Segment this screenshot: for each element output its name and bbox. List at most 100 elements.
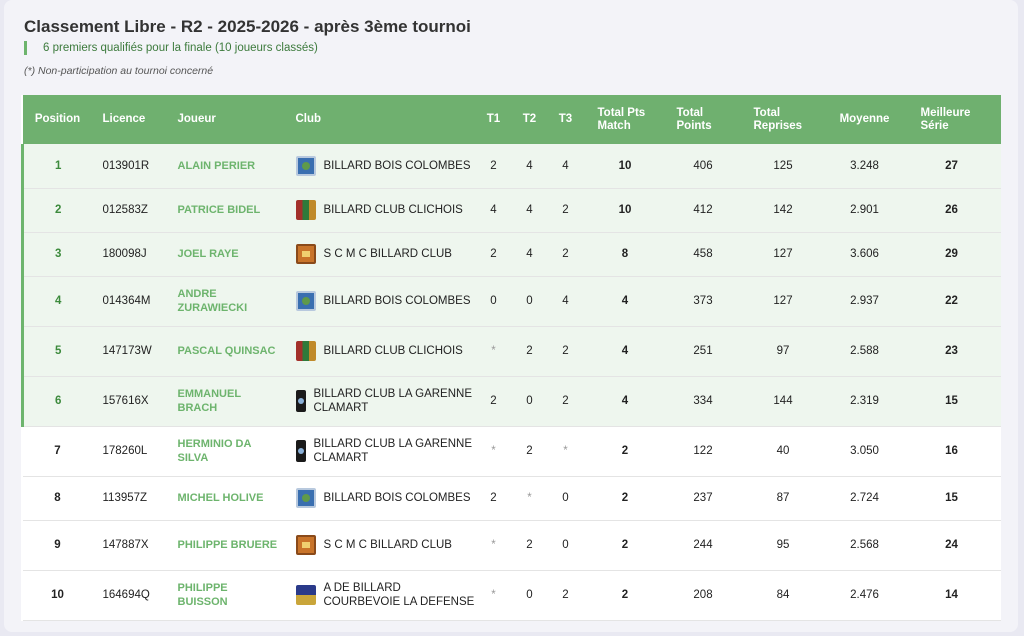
player-name-link[interactable]: PHILIPPE BRUERE [177, 539, 278, 551]
moyenne-cell: 2.588 [850, 345, 879, 357]
total-reprises-cell: 84 [776, 589, 790, 601]
bbc-logo-icon [295, 155, 316, 176]
bbc-logo-icon [295, 488, 316, 508]
club-name: S C M C BILLARD CLUB [323, 248, 452, 260]
licence-cell: 147173W [102, 345, 152, 357]
meilleure-serie-cell: 14 [945, 589, 958, 601]
licence-cell: 113957Z [102, 492, 148, 504]
bclg-logo-icon [295, 390, 306, 412]
table-row[interactable]: 2 012583Z PATRICE BIDEL BILLARD CLUB CLICHO… [21, 188, 1001, 232]
club-cell: BILLARD CLUB LA GARENNE CLAMART [286, 426, 476, 476]
header-t3[interactable]: T3 [558, 113, 573, 125]
position-cell: 9 [54, 539, 61, 551]
player-name-link[interactable]: PASCAL QUINSAC [177, 345, 276, 357]
moyenne-cell: 3.606 [850, 248, 879, 260]
total-points-cell: 406 [693, 159, 713, 172]
total-pts-match-cell: 2 [621, 589, 629, 601]
club-name: BILLARD CLUB CLICHOIS [323, 204, 463, 216]
total-pts-match-cell: 4 [621, 395, 629, 407]
header-club[interactable]: Club [295, 113, 322, 125]
player-name-link[interactable]: PHILIPPE BUISSON [177, 582, 228, 608]
player-name-link[interactable]: PATRICE BIDEL [177, 204, 261, 216]
meilleure-serie-cell: 16 [945, 445, 958, 457]
bbc-logo-icon [295, 291, 316, 311]
t1-cell: * [491, 539, 496, 551]
licence-cell: 164694Q [102, 589, 150, 601]
meilleure-serie-cell: 15 [945, 492, 958, 504]
meilleure-serie-cell: 23 [945, 345, 958, 357]
table-row[interactable]: 7 178260L HERMINIO DA SILVA BILLARD CLUB LA… [22, 426, 1001, 476]
total-reprises-cell: 142 [773, 204, 793, 216]
moyenne-cell: 3.248 [850, 159, 879, 172]
header-total-points[interactable]: Total Points [676, 106, 712, 132]
moyenne-cell: 2.724 [850, 492, 879, 504]
total-pts-match-cell: 10 [618, 204, 632, 216]
total-points-cell: 373 [693, 295, 713, 307]
total-points-cell: 237 [693, 492, 713, 504]
t1-cell: 0 [490, 295, 497, 307]
t1-cell: * [491, 589, 496, 601]
total-reprises-cell: 144 [773, 395, 793, 407]
t3-cell: 2 [562, 248, 569, 260]
total-reprises-cell: 125 [773, 159, 793, 172]
licence-cell: 147887X [102, 539, 149, 551]
table-row[interactable]: 9 147887X PHILIPPE BRUERE S C M C BILLARD C… [22, 520, 1001, 570]
club-name: BILLARD CLUB LA GARENNE CLAMART [313, 438, 473, 464]
table-row[interactable]: 3 180098J JOEL RAYE S C M C BILLARD CLUB 2 4 2… [21, 232, 1001, 276]
header-position[interactable]: Position [34, 113, 81, 125]
t1-cell: * [491, 445, 496, 457]
table-row[interactable]: 4 014364M ANDRE ZURAWIECKI BILLARD BOIS COL… [21, 276, 1001, 326]
club-cell: S C M C BILLARD CLUB [286, 232, 476, 276]
bcc-logo-icon [295, 341, 316, 361]
club-name: BILLARD BOIS COLOMBES [323, 492, 471, 504]
total-pts-match-cell: 2 [621, 539, 629, 551]
position-cell: 3 [21, 232, 93, 276]
header-licence[interactable]: Licence [102, 113, 146, 125]
meilleure-serie-cell: 26 [945, 204, 958, 216]
position-cell: 2 [21, 188, 93, 232]
club-name: S C M C BILLARD CLUB [323, 539, 452, 551]
total-points-cell: 208 [693, 589, 713, 601]
table-row[interactable]: 1 013901R ALAIN PERIER BILLARD BOIS COLOMBE… [21, 144, 1001, 188]
t2-cell: 0 [526, 295, 533, 307]
header-total-pts-match[interactable]: Total Pts Match [597, 106, 646, 132]
table-row[interactable]: 8 113957Z MICHEL HOLIVE BILLARD BOIS COLOMB… [22, 476, 1001, 520]
header-joueur[interactable]: Joueur [177, 113, 216, 125]
total-pts-match-cell: 8 [621, 248, 629, 260]
adb-logo-icon [295, 585, 316, 605]
ranking-table-body: 1 013901R ALAIN PERIER BILLARD BOIS COLOMBE… [21, 144, 1001, 620]
player-name-link[interactable]: JOEL RAYE [177, 248, 239, 260]
header-total-reprises[interactable]: Total Reprises [753, 106, 803, 132]
player-name-link[interactable]: MICHEL HOLIVE [177, 492, 264, 504]
t1-cell: 4 [490, 204, 497, 216]
scmc-logo-icon [295, 535, 316, 555]
t1-cell: 2 [490, 248, 497, 260]
t2-cell: * [527, 492, 532, 504]
header-meilleure-serie[interactable]: Meilleure Série [920, 106, 971, 132]
total-points-cell: 122 [693, 445, 713, 457]
total-points-cell: 251 [693, 345, 713, 357]
t1-cell: 2 [490, 492, 497, 504]
licence-cell: 157616X [102, 395, 149, 407]
position-cell: 10 [51, 589, 64, 601]
player-name-link[interactable]: EMMANUEL BRACH [177, 388, 241, 414]
licence-cell: 012583Z [102, 204, 148, 216]
meilleure-serie-cell: 29 [945, 248, 958, 260]
table-header-row: Position Licence Joueur Club T1 T2 T3 To… [22, 95, 1001, 144]
total-pts-match-cell: 4 [621, 345, 629, 357]
header-t1[interactable]: T1 [486, 113, 501, 125]
total-pts-match-cell: 4 [621, 295, 629, 307]
player-name-link[interactable]: HERMINIO DA SILVA [177, 438, 252, 464]
table-row[interactable]: 6 157616X EMMANUEL BRACH BILLARD CLUB LA GA… [21, 376, 1001, 426]
header-t2[interactable]: T2 [522, 113, 537, 125]
player-name-link[interactable]: ALAIN PERIER [177, 159, 256, 172]
table-row[interactable]: 5 147173W PASCAL QUINSAC BILLARD CLUB CLICH… [21, 326, 1001, 376]
position-cell: 6 [21, 376, 93, 426]
moyenne-cell: 2.568 [850, 539, 879, 551]
player-name-link[interactable]: ANDRE ZURAWIECKI [177, 288, 248, 314]
table-row[interactable]: 10 164694Q PHILIPPE BUISSON A DE BILLARD CO… [22, 570, 1001, 620]
total-points-cell: 458 [693, 248, 713, 260]
meilleure-serie-cell: 27 [945, 159, 958, 172]
header-moyenne[interactable]: Moyenne [839, 113, 890, 125]
moyenne-cell: 2.937 [850, 295, 879, 307]
